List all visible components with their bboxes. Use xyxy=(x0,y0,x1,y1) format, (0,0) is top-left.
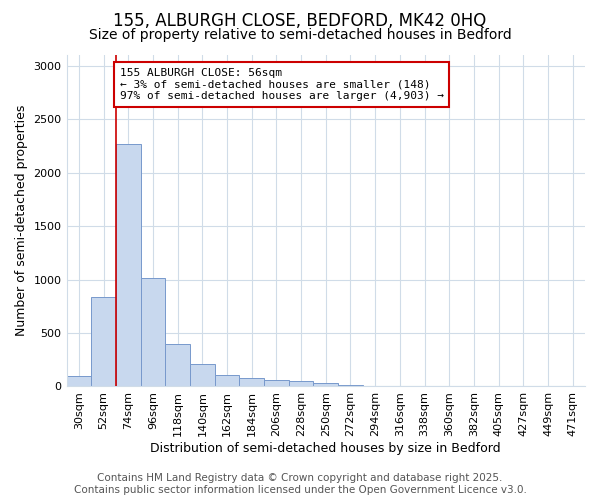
Bar xyxy=(190,364,215,386)
Bar xyxy=(289,381,313,386)
Bar xyxy=(313,384,338,386)
Text: Size of property relative to semi-detached houses in Bedford: Size of property relative to semi-detach… xyxy=(89,28,511,42)
Bar xyxy=(140,278,165,386)
Bar xyxy=(91,296,116,386)
Bar xyxy=(165,344,190,386)
X-axis label: Distribution of semi-detached houses by size in Bedford: Distribution of semi-detached houses by … xyxy=(151,442,501,455)
Text: 155, ALBURGH CLOSE, BEDFORD, MK42 0HQ: 155, ALBURGH CLOSE, BEDFORD, MK42 0HQ xyxy=(113,12,487,30)
Bar xyxy=(239,378,264,386)
Bar xyxy=(67,376,91,386)
Y-axis label: Number of semi-detached properties: Number of semi-detached properties xyxy=(15,105,28,336)
Bar xyxy=(264,380,289,386)
Bar xyxy=(116,144,140,386)
Text: Contains HM Land Registry data © Crown copyright and database right 2025.
Contai: Contains HM Land Registry data © Crown c… xyxy=(74,474,526,495)
Text: 155 ALBURGH CLOSE: 56sqm
← 3% of semi-detached houses are smaller (148)
97% of s: 155 ALBURGH CLOSE: 56sqm ← 3% of semi-de… xyxy=(119,68,443,101)
Bar xyxy=(215,374,239,386)
